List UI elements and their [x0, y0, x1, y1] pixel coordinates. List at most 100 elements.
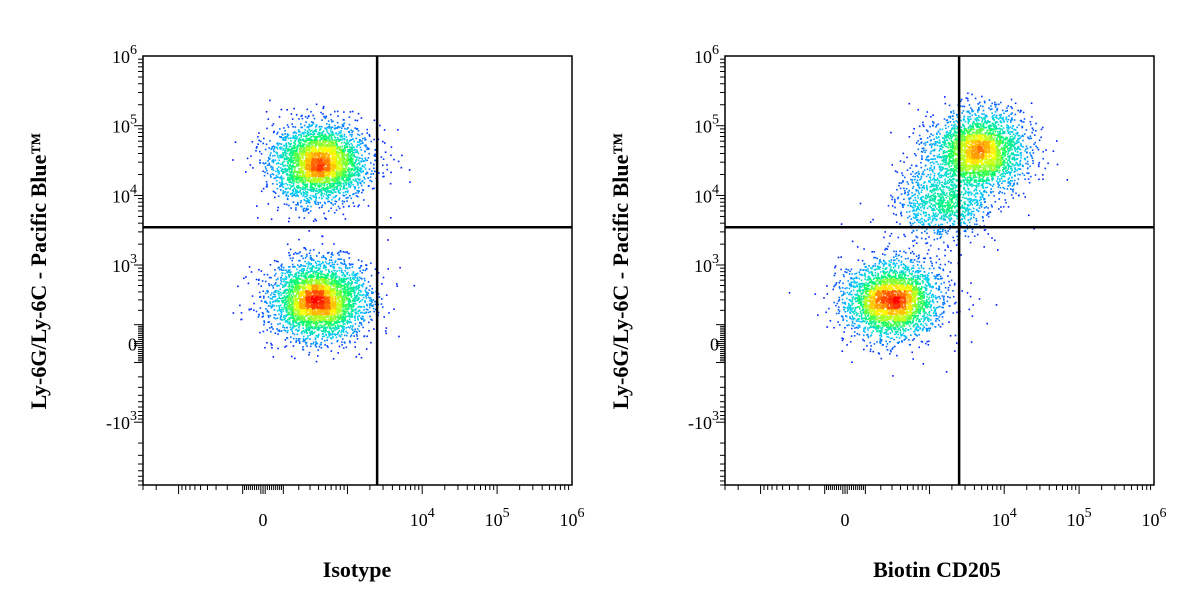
event-dot: [298, 278, 301, 280]
event-dot: [355, 180, 358, 183]
event-dot: [281, 180, 284, 183]
event-dot: [341, 169, 344, 172]
event-dot: [255, 278, 258, 281]
event-dot: [401, 154, 403, 157]
event-dot: [291, 313, 294, 315]
event-dot: [276, 147, 279, 150]
event-dot: [264, 346, 266, 349]
event-dot: [297, 286, 300, 288]
event-dot: [307, 142, 310, 144]
event-dot: [337, 299, 340, 301]
event-dot: [288, 174, 291, 177]
event-dot: [320, 145, 322, 148]
event-dot: [380, 156, 383, 158]
event-dot: [282, 266, 285, 269]
event-dot: [345, 181, 347, 184]
event-dot: [370, 341, 372, 344]
event-dot: [299, 174, 301, 177]
event-dot: [302, 148, 305, 150]
event-dot: [295, 132, 298, 134]
event-dot: [345, 165, 347, 168]
event-dot: [370, 162, 372, 164]
event-dot: [293, 310, 295, 313]
event-dot: [317, 327, 319, 330]
event-dot: [336, 275, 339, 278]
event-dot: [331, 330, 333, 332]
event-dot: [339, 163, 342, 166]
event-dot: [349, 277, 351, 280]
event-dot: [301, 151, 303, 153]
event-dot: [295, 154, 297, 156]
event-dot: [340, 173, 342, 175]
event-dot: [336, 284, 338, 287]
event-dot: [356, 128, 358, 130]
event-dot: [280, 136, 282, 138]
event-dot: [266, 169, 268, 172]
event-dot: [334, 140, 337, 142]
event-dot: [289, 308, 292, 311]
event-dot: [295, 279, 297, 281]
event-dot: [320, 193, 322, 196]
event-dot: [338, 156, 340, 159]
event-dot: [348, 185, 350, 188]
event-dot: [304, 191, 307, 193]
event-dot: [307, 276, 310, 279]
event-dot: [299, 152, 301, 155]
event-dot: [319, 184, 321, 186]
event-dot: [297, 323, 300, 326]
event-dot: [343, 171, 346, 173]
event-dot: [348, 154, 350, 156]
event-dot: [347, 305, 350, 308]
event-dot: [280, 313, 283, 315]
event-dot: [373, 119, 376, 122]
event-dot: [308, 142, 311, 144]
event-dot: [335, 286, 338, 288]
event-dot: [259, 159, 261, 161]
event-dot: [292, 201, 295, 203]
event-dot: [322, 327, 325, 329]
event-dot: [301, 321, 304, 324]
event-dot: [308, 329, 310, 331]
event-dot: [288, 204, 290, 207]
event-dot: [353, 152, 355, 154]
event-dot: [366, 128, 368, 131]
event-dot: [284, 307, 286, 309]
event-dot: [268, 284, 271, 287]
event-dot: [336, 151, 338, 153]
event-dot: [361, 315, 364, 318]
event-dot: [305, 329, 308, 332]
event-dot: [279, 304, 282, 307]
event-dot: [270, 325, 273, 328]
event-dot: [304, 115, 307, 118]
event-dot: [324, 257, 327, 259]
event-dot: [324, 344, 326, 346]
event-dot: [290, 281, 292, 284]
event-dot: [368, 306, 371, 309]
event-dot: [351, 172, 353, 174]
event-dot: [302, 286, 304, 288]
event-dot: [292, 137, 294, 139]
event-dot: [348, 340, 351, 342]
event-dot: [277, 171, 279, 173]
event-dot: [295, 189, 297, 191]
event-dot: [359, 167, 362, 169]
event-dot: [350, 142, 353, 145]
event-dot: [371, 292, 373, 295]
event-dot: [298, 340, 301, 343]
event-dot: [349, 155, 351, 158]
event-dot: [288, 252, 290, 254]
event-dot: [330, 178, 332, 180]
event-dot: [315, 327, 317, 329]
event-dot: [326, 131, 329, 133]
event-dot: [345, 327, 347, 329]
event-dot: [333, 314, 335, 316]
event-dot: [330, 317, 332, 320]
event-dot: [330, 315, 332, 318]
event-dot: [351, 280, 353, 283]
event-dot: [330, 149, 332, 152]
event-dot: [346, 251, 348, 253]
event-dot: [297, 339, 300, 342]
event-dot: [324, 138, 327, 140]
event-dot: [337, 133, 339, 135]
event-dot: [330, 328, 332, 330]
